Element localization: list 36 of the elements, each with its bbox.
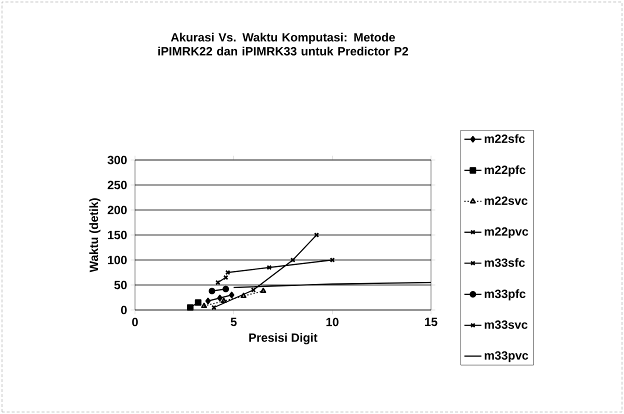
y-tick-label: 300 bbox=[108, 156, 127, 164]
point bbox=[229, 292, 234, 298]
legend-label: m33svc bbox=[484, 320, 528, 329]
point bbox=[260, 288, 266, 294]
x-tick-label: 0 bbox=[132, 318, 138, 326]
legend-label: m22sfc bbox=[484, 134, 525, 143]
x-tick-label: 5 bbox=[230, 318, 237, 326]
point bbox=[220, 298, 227, 304]
chart-title: Akurasi Vs. Waktu Komputasi: Metode iPIMRK22 dan iPIMRK33 untuk Predictor P2 bbox=[158, 32, 408, 56]
y-axis-title: Waktu (detik) bbox=[89, 198, 100, 272]
point bbox=[240, 292, 246, 298]
legend-label: m22svc bbox=[484, 196, 528, 205]
legend-label: m22pvc bbox=[484, 227, 528, 238]
point bbox=[208, 288, 216, 294]
y-tick-label: 0 bbox=[121, 306, 127, 314]
legend-label: m33pfc bbox=[484, 289, 526, 300]
x-axis-title: Presisi Digit bbox=[249, 333, 318, 344]
point bbox=[186, 304, 194, 311]
legend-label: m33sfc bbox=[484, 258, 525, 267]
point bbox=[205, 298, 211, 304]
point bbox=[222, 286, 230, 292]
point bbox=[201, 302, 208, 308]
point bbox=[266, 264, 272, 270]
point bbox=[290, 257, 296, 263]
legend-label: m33pvc bbox=[484, 351, 528, 362]
x-tick-label: 15 bbox=[425, 318, 438, 326]
y-tick-label: 150 bbox=[108, 230, 127, 240]
point bbox=[250, 287, 256, 293]
y-tick-label: 200 bbox=[108, 206, 127, 214]
x-tick-label: 10 bbox=[326, 318, 338, 326]
point bbox=[194, 299, 202, 306]
point bbox=[217, 294, 223, 302]
y-tick-label: 250 bbox=[108, 180, 127, 190]
y-tick-label: 100 bbox=[108, 256, 127, 264]
legend-label: m22pfc bbox=[484, 165, 526, 176]
y-tick-label: 50 bbox=[114, 280, 127, 290]
